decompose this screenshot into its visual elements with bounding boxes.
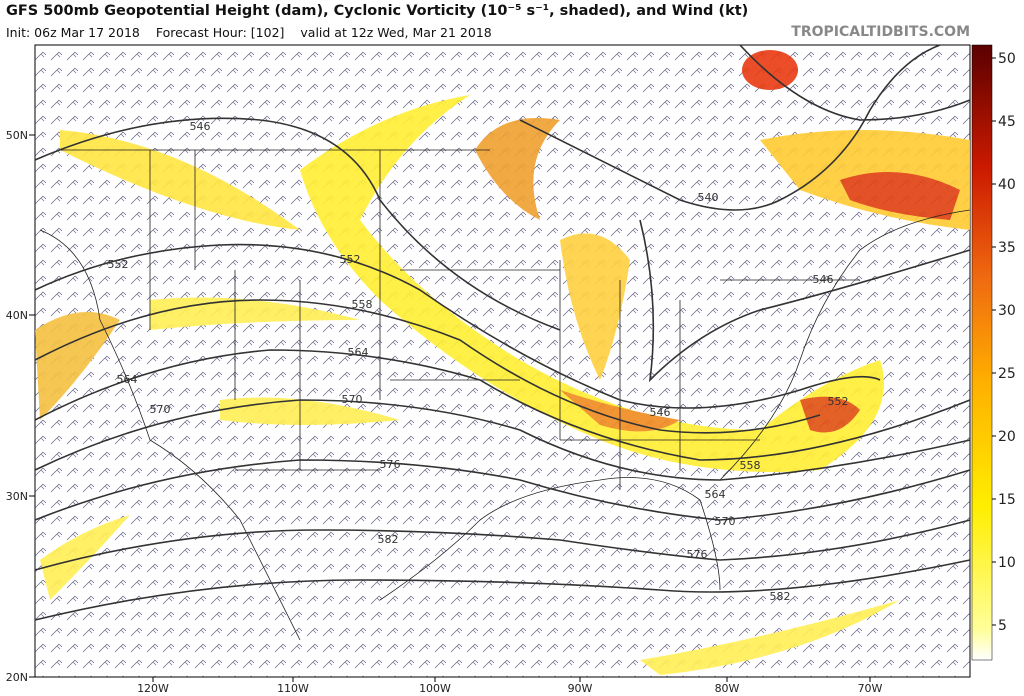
- contour-label: 570: [342, 393, 363, 406]
- contour-label: 552: [340, 253, 361, 266]
- valid-time: valid at 12z Wed, Mar 21 2018: [300, 25, 492, 40]
- longitude-label: 70W: [858, 682, 883, 695]
- contour-label: 576: [687, 548, 708, 561]
- longitude-labels: 120W 110W 100W 90W 80W 70W: [137, 677, 883, 695]
- colorbar-label: 20: [998, 429, 1016, 445]
- boundaries: [39, 149, 971, 641]
- latitude-label: 30N: [6, 490, 28, 503]
- latitude-label: 20N: [6, 671, 28, 684]
- contour-label: 576: [380, 458, 401, 471]
- vorticity-shading: [35, 50, 970, 675]
- contour-label: 564: [705, 488, 726, 501]
- latitude-labels: 50N 40N 30N 20N: [6, 129, 35, 684]
- contour-labels: 546 552 552 558 564 570 576 582 540 546 546 552 558 5…: [108, 120, 849, 603]
- colorbar-label: 45: [998, 114, 1016, 130]
- colorbar-label: 30: [998, 303, 1016, 319]
- map-area: 546 552 552 558 564 570 576 582 540 546 546 552 558 5…: [34, 44, 971, 678]
- brand: TROPICALTIDBITS.COM: [791, 24, 970, 40]
- colorbar-label: 50: [998, 51, 1016, 67]
- contour-label: 582: [770, 590, 791, 603]
- contour-label: 564: [117, 373, 138, 386]
- contour-label: 570: [150, 403, 171, 416]
- contour-label: 570: [715, 515, 736, 528]
- contour-label: 546: [813, 273, 834, 286]
- longitude-label: 110W: [277, 682, 309, 695]
- colorbar-label: 5: [998, 618, 1007, 634]
- height-contours: [34, 44, 971, 621]
- contour-label: 546: [190, 120, 211, 133]
- forecast-hour: Forecast Hour: [102]: [155, 25, 285, 40]
- contour-label: 552: [828, 395, 849, 408]
- longitude-label: 120W: [137, 682, 169, 695]
- latitude-label: 50N: [6, 129, 28, 142]
- contour-label: 552: [108, 258, 129, 271]
- colorbar-label: 25: [998, 366, 1016, 382]
- colorbar-label: 10: [998, 555, 1016, 571]
- colorbar-label: 40: [998, 177, 1016, 193]
- init-time: Init: 06z Mar 17 2018: [6, 25, 140, 40]
- contour-label: 558: [352, 298, 373, 311]
- subtitle: Init: 06z Mar 17 2018 Forecast Hour: [10…: [6, 25, 504, 40]
- title: GFS 500mb Geopotential Height (dam), Cyc…: [6, 3, 749, 19]
- longitude-label: 90W: [568, 682, 593, 695]
- contour-label: 546: [650, 406, 671, 419]
- contour-label: 540: [698, 191, 719, 204]
- contour-label: 564: [348, 346, 369, 359]
- contour-label: 582: [378, 533, 399, 546]
- longitude-label: 80W: [715, 682, 740, 695]
- latitude-label: 40N: [6, 309, 28, 322]
- contour-label: 558: [740, 459, 761, 472]
- colorbar: 5 10 15 20 25 30 35 40 45 50: [971, 44, 1016, 661]
- colorbar-label: 15: [998, 492, 1016, 508]
- longitude-label: 100W: [419, 682, 451, 695]
- colorbar-label: 35: [998, 240, 1016, 256]
